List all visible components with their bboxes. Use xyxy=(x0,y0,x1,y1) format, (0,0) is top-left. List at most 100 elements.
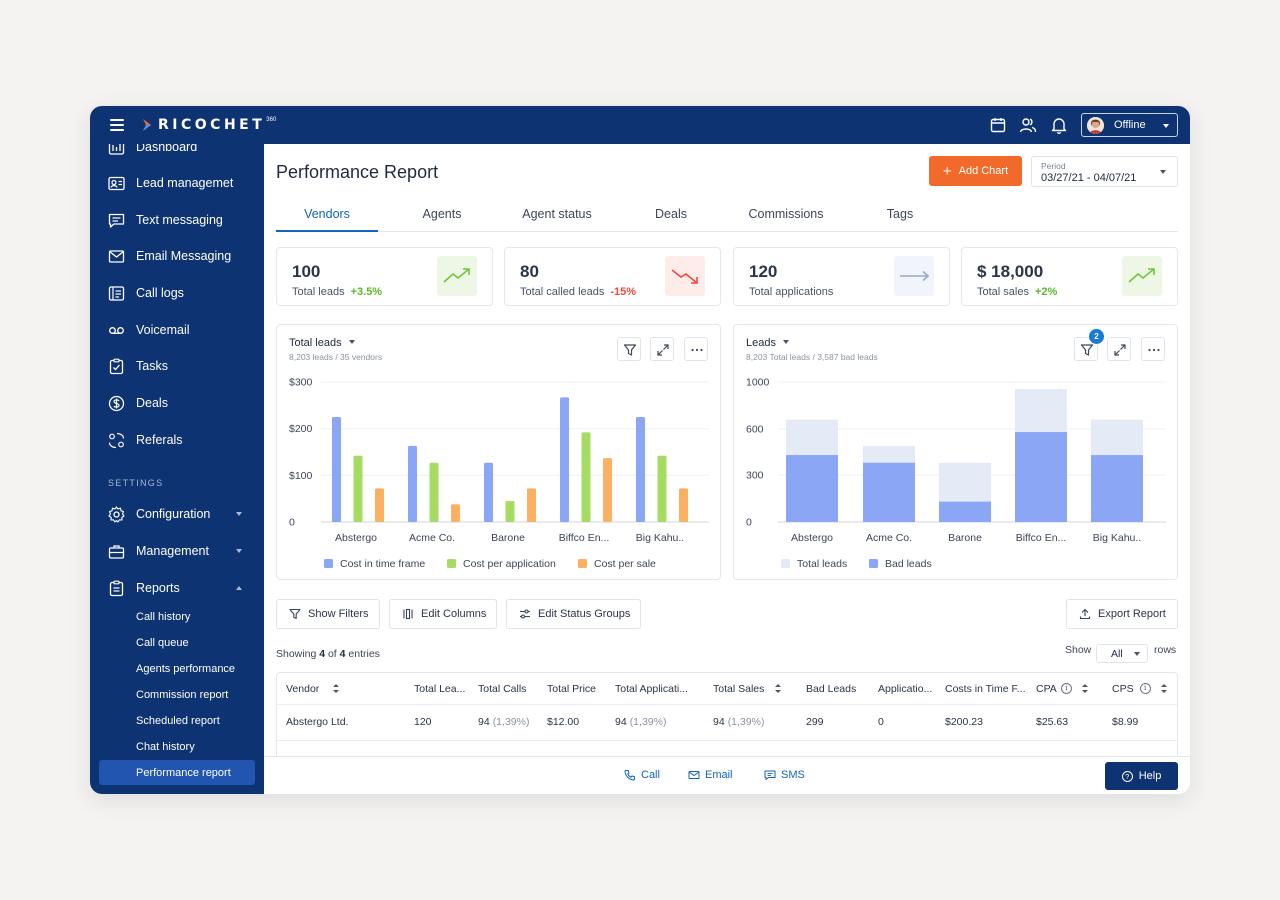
sidebar-item-email-messaging[interactable]: Email Messaging xyxy=(90,241,264,271)
help-button[interactable]: ? Help xyxy=(1105,762,1178,790)
cell-cps: $8.99 xyxy=(1112,716,1139,728)
show-filters-button[interactable]: Show Filters xyxy=(276,599,380,629)
kpi-label: Total applications xyxy=(749,286,834,298)
sms-link[interactable]: SMS xyxy=(764,769,805,781)
legend-label-cost-per-application: Cost per application xyxy=(463,558,556,570)
bar-cost-per-application-barone[interactable] xyxy=(505,501,515,522)
bar-cost-in-time-frame-big-kahu[interactable] xyxy=(636,417,645,522)
bar-bad-leads-barone[interactable] xyxy=(939,501,991,522)
avatar xyxy=(1087,116,1104,134)
bar-cost-in-time-frame-abstergo[interactable] xyxy=(332,417,341,522)
bar-cost-per-sale-acme-co[interactable] xyxy=(451,504,460,522)
export-report-button[interactable]: Export Report xyxy=(1066,599,1178,629)
edit-status-groups-button[interactable]: Edit Status Groups xyxy=(506,599,641,629)
more-options-button[interactable] xyxy=(1141,337,1165,361)
legend-label-total-leads: Total leads xyxy=(797,558,847,570)
bar-cost-per-application-big-kahu[interactable] xyxy=(657,455,667,522)
calendar-icon[interactable] xyxy=(989,116,1007,134)
filter-button[interactable]: 2 xyxy=(1074,329,1104,361)
bar-cost-per-application-acme-co[interactable] xyxy=(429,462,439,522)
bar-cost-per-sale-barone[interactable] xyxy=(527,488,536,522)
sidebar-item-text-messaging[interactable]: Text messaging xyxy=(90,205,264,235)
sidebar-subitem-call-queue[interactable]: Call queue xyxy=(136,637,189,649)
sidebar-item-voicemail[interactable]: Voicemail xyxy=(90,315,264,345)
call-link[interactable]: Call xyxy=(624,769,660,781)
edit-columns-button[interactable]: Edit Columns xyxy=(389,599,497,629)
bar-bad-leads-big-kahu[interactable] xyxy=(1091,455,1143,522)
column-header-bad-leads[interactable]: Bad Leads xyxy=(806,682,857,695)
sidebar-item-call-logs[interactable]: Call logs xyxy=(90,278,264,308)
rows-per-page-select[interactable]: All xyxy=(1096,644,1148,663)
cell-costs: $200.23 xyxy=(945,716,983,728)
email-link[interactable]: Email xyxy=(688,769,733,781)
filter-button[interactable] xyxy=(617,337,641,361)
kpi-delta: +2% xyxy=(1034,286,1058,298)
column-header-total-calls[interactable]: Total Calls xyxy=(478,682,527,695)
column-header-vendor[interactable]: Vendor xyxy=(286,673,340,704)
bar-bad-leads-acme-co[interactable] xyxy=(863,462,915,522)
sidebar-subitem-performance-report[interactable]: Performance report xyxy=(136,767,231,779)
sidebar-item-deals[interactable]: Deals xyxy=(90,388,264,418)
cell-total-leads: 120 xyxy=(414,716,432,728)
gear-icon xyxy=(108,506,125,523)
sidebar-subitem-call-history[interactable]: Call history xyxy=(136,611,191,623)
sidebar-subitem-commission-report[interactable]: Commission report xyxy=(136,689,229,701)
bell-icon[interactable] xyxy=(1050,116,1068,134)
column-header-total-price[interactable]: Total Price xyxy=(547,682,597,695)
column-header-applications[interactable]: Applicatio... xyxy=(878,682,933,695)
column-header-total-sales[interactable]: Total Sales xyxy=(713,673,782,704)
tab-agent-status[interactable]: Agent status xyxy=(522,207,592,221)
envelope-icon xyxy=(688,771,700,779)
bar-cost-per-sale-biffco-en[interactable] xyxy=(603,458,612,522)
sidebar-item-tasks[interactable]: Tasks xyxy=(90,351,264,381)
x-tick-label: Big Kahu.. xyxy=(1093,532,1141,544)
status-dropdown[interactable]: Offline xyxy=(1081,113,1178,137)
bar-cost-in-time-frame-barone[interactable] xyxy=(484,462,493,522)
bar-cost-in-time-frame-biffco-en[interactable] xyxy=(560,397,569,522)
chart-title-dropdown[interactable]: Leads xyxy=(746,337,789,349)
expand-button[interactable] xyxy=(1107,337,1131,361)
logo-sup: 360 xyxy=(266,117,277,123)
sidebar-item-reports[interactable]: Reports xyxy=(90,573,264,603)
bar-bad-leads-abstergo[interactable] xyxy=(786,455,838,522)
bar-cost-in-time-frame-acme-co[interactable] xyxy=(408,445,417,522)
tab-commissions[interactable]: Commissions xyxy=(748,207,824,221)
bar-cost-per-application-biffco-en[interactable] xyxy=(581,432,591,522)
bar-bad-leads-biffco-en[interactable] xyxy=(1015,432,1067,522)
column-header-cpa[interactable]: CPA i xyxy=(1036,673,1089,704)
tab-tags[interactable]: Tags xyxy=(886,207,914,221)
sidebar-subitem-scheduled-report[interactable]: Scheduled report xyxy=(136,715,220,727)
sidebar-item-referals[interactable]: Referals xyxy=(90,425,264,455)
more-options-button[interactable] xyxy=(684,337,708,361)
bar-cost-per-sale-big-kahu[interactable] xyxy=(679,488,688,522)
tab-vendors[interactable]: Vendors xyxy=(304,207,350,221)
sidebar-item-lead-management[interactable]: Lead managemet xyxy=(90,168,264,198)
bar-cost-per-application-abstergo[interactable] xyxy=(353,455,363,522)
cell-value: 94 xyxy=(713,716,725,728)
column-header-total-leads[interactable]: Total Lea... xyxy=(414,682,466,695)
sidebar-item-dashboard[interactable]: Dashboard xyxy=(90,144,264,162)
add-chart-button[interactable]: + Add Chart xyxy=(929,156,1022,186)
column-header-cps[interactable]: CPS i xyxy=(1112,673,1168,704)
vendors-table: Vendor Total Lea... Total Calls Total Pr… xyxy=(276,672,1178,756)
sidebar-item-management[interactable]: Management xyxy=(90,536,264,566)
period-select[interactable]: Period 03/27/21 - 04/07/21 xyxy=(1031,156,1178,187)
sidebar-item-label: Deals xyxy=(136,396,168,410)
tab-agents[interactable]: Agents xyxy=(422,207,462,221)
bar-cost-per-sale-abstergo[interactable] xyxy=(375,488,384,522)
chart-subtitle: 8,203 leads / 35 vendors xyxy=(289,352,383,362)
tab-deals[interactable]: Deals xyxy=(655,207,687,221)
hamburger-menu-icon[interactable] xyxy=(110,119,124,131)
voicemail-icon xyxy=(109,327,124,334)
chart-title-dropdown[interactable]: Total leads xyxy=(289,337,355,349)
legend-swatch-total-leads xyxy=(781,559,790,568)
sidebar-item-configuration[interactable]: Configuration xyxy=(90,499,264,529)
users-icon[interactable] xyxy=(1019,116,1037,134)
logo: RICOCHET 360 xyxy=(142,116,276,134)
entries-mid: of xyxy=(327,648,337,660)
column-header-total-applications[interactable]: Total Applicati... xyxy=(615,682,688,695)
expand-button[interactable] xyxy=(650,337,674,361)
sidebar-subitem-agents-performance[interactable]: Agents performance xyxy=(136,663,236,675)
sidebar-subitem-chat-history[interactable]: Chat history xyxy=(136,741,195,753)
column-header-costs-in-time-frame[interactable]: Costs in Time F... xyxy=(945,682,1026,695)
